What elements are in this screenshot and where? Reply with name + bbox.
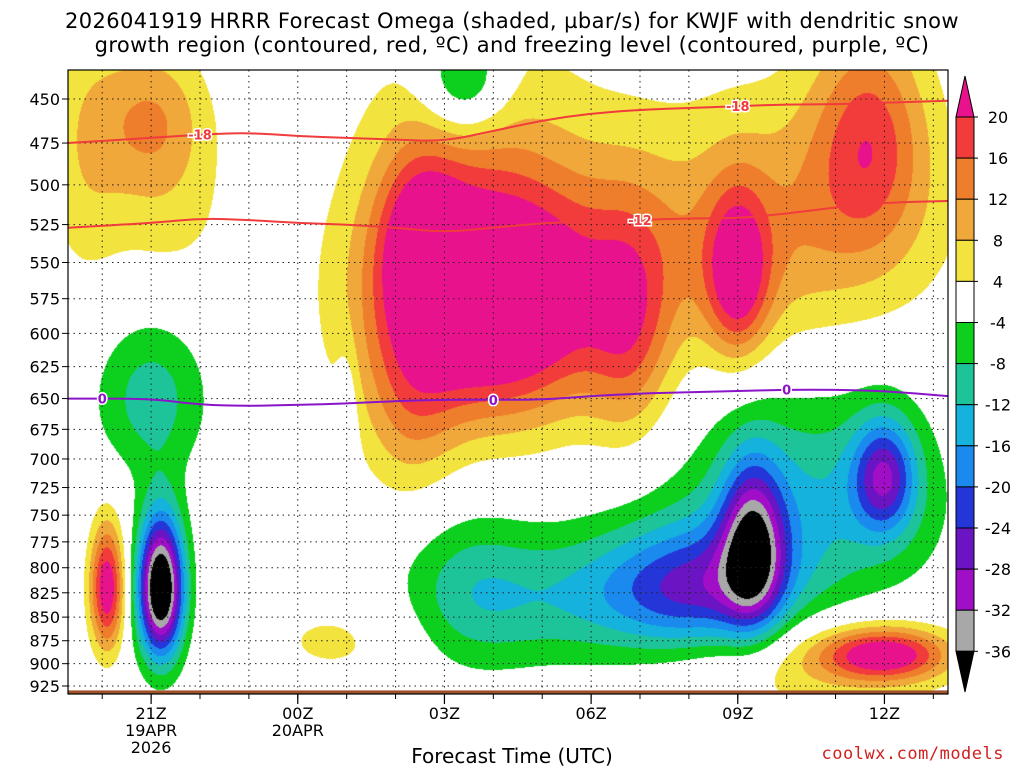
- y-tick-label: 900: [29, 655, 60, 674]
- x-tick-label: 20APR: [272, 721, 324, 740]
- isotherm-label: -18: [188, 128, 212, 143]
- y-tick-label: 925: [29, 677, 60, 696]
- chart-title-line2: growth region (contoured, red, ºC) and f…: [94, 33, 930, 57]
- colorbar-band: [955, 322, 975, 365]
- colorbar-label: -36: [985, 642, 1011, 661]
- colorbar-band: [955, 157, 975, 200]
- x-tick-label: 00Z: [282, 704, 313, 723]
- y-tick-label: 525: [29, 216, 60, 235]
- isotherm-contours: -18 -18 -12 0 0 0: [68, 99, 948, 410]
- colorbar-label: 12: [988, 190, 1008, 209]
- colorbar-top-arrow: [955, 75, 975, 118]
- ground-strip: [68, 690, 948, 694]
- y-tick-label: 750: [29, 506, 60, 525]
- colorbar-band: [955, 609, 975, 652]
- omega-shading: [68, 70, 948, 694]
- x-tick-label: 21Z: [135, 704, 166, 723]
- x-tick-label: 2026: [131, 738, 172, 757]
- colorbar-label: 8: [993, 231, 1003, 250]
- colorbar-label: -16: [985, 437, 1011, 456]
- y-tick-label: 500: [29, 176, 60, 195]
- y-tick-label: 850: [29, 608, 60, 627]
- isotherm-label: -18: [726, 100, 750, 115]
- pressure-axis: 450 475 500 525 550 575 600 625 650 675 700 725 750 7…: [29, 90, 68, 696]
- isotherm-label: 0: [782, 384, 791, 399]
- colorbar-band: [955, 239, 975, 282]
- y-tick-label: 475: [29, 134, 60, 153]
- colorbar-label: 20: [988, 108, 1008, 127]
- y-tick-label: 700: [29, 450, 60, 469]
- colorbar-band: [955, 198, 975, 241]
- y-tick-label: 675: [29, 420, 60, 439]
- isotherm-label: -12: [628, 214, 652, 229]
- colorbar-band: [955, 486, 975, 529]
- y-tick-label: 650: [29, 390, 60, 409]
- x-tick-label: 03Z: [429, 704, 460, 723]
- source-credit: coolwx.com/models: [821, 744, 1004, 764]
- y-tick-label: 875: [29, 632, 60, 651]
- y-tick-label: 550: [29, 253, 60, 272]
- y-tick-label: 725: [29, 479, 60, 498]
- x-tick-label: 19APR: [125, 721, 177, 740]
- colorbar-label: -8: [990, 355, 1006, 374]
- plot-frame: [67, 69, 949, 695]
- y-tick-label: 600: [29, 324, 60, 343]
- y-tick-label: 575: [29, 290, 60, 309]
- colorbar: 20 16 12 8 4 -4 -8 -12 -16 -20 -24 -28 -32 -36: [955, 75, 1011, 693]
- colorbar-label: 4: [993, 272, 1003, 291]
- ground-surface: [68, 690, 948, 694]
- colorbar-band: [955, 568, 975, 611]
- isotherm-line-m18: [68, 99, 948, 144]
- colorbar-label: -12: [985, 396, 1011, 415]
- x-tick-label: 12Z: [869, 704, 900, 723]
- colorbar-bottom-arrow: [955, 650, 975, 693]
- y-tick-label: 825: [29, 584, 60, 603]
- colorbar-band: [955, 527, 975, 570]
- x-axis-label: Forecast Time (UTC): [411, 744, 613, 768]
- isotherm-label: 0: [98, 393, 107, 408]
- colorbar-label: -28: [985, 560, 1011, 579]
- isotherm-label: 0: [489, 394, 498, 409]
- x-tick-label: 09Z: [722, 704, 753, 723]
- colorbar-label: 16: [988, 149, 1008, 168]
- isotherm-line-0: [68, 388, 948, 407]
- y-tick-label: 800: [29, 559, 60, 578]
- colorbar-label: -24: [985, 519, 1011, 538]
- y-tick-label: 450: [29, 90, 60, 109]
- y-tick-label: 775: [29, 533, 60, 552]
- y-tick-label: 625: [29, 358, 60, 377]
- x-tick-label: 06Z: [575, 704, 606, 723]
- isotherm-line-m12: [68, 200, 948, 233]
- colorbar-label: -4: [990, 314, 1006, 333]
- colorbar-band: [955, 363, 975, 406]
- colorbar-label: -32: [985, 601, 1011, 620]
- colorbar-band: [955, 116, 975, 159]
- grid: [68, 70, 948, 694]
- colorbar-band: [955, 445, 975, 488]
- colorbar-band: [955, 280, 975, 323]
- colorbar-label: -20: [985, 478, 1011, 497]
- chart-title-line1: 2026041919 HRRR Forecast Omega (shaded, …: [65, 9, 959, 33]
- colorbar-band: [955, 404, 975, 447]
